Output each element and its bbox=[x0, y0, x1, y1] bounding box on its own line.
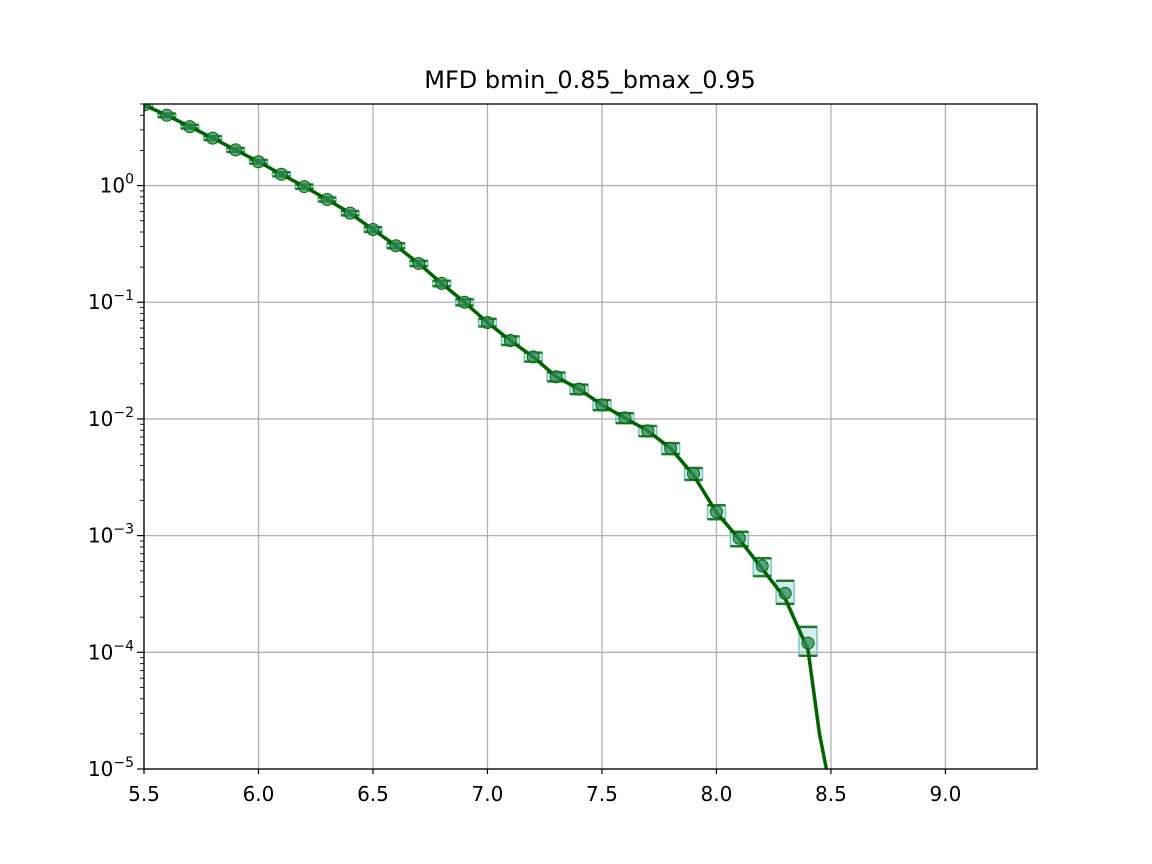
data-point bbox=[297, 180, 311, 194]
x-tick-label: 7.5 bbox=[586, 782, 618, 806]
data-point bbox=[641, 424, 655, 438]
data-point bbox=[480, 316, 494, 330]
y-tick-label: 10−1 bbox=[88, 288, 134, 314]
data-point bbox=[435, 276, 449, 290]
y-tick-label: 10−3 bbox=[88, 522, 134, 548]
y-tick-label: 10−4 bbox=[88, 638, 134, 664]
x-tick-label: 8.0 bbox=[701, 782, 733, 806]
data-point bbox=[320, 192, 334, 206]
x-tick-label: 6.0 bbox=[243, 782, 275, 806]
data-point bbox=[183, 120, 197, 134]
data-point bbox=[572, 382, 586, 396]
data-point bbox=[618, 411, 632, 425]
y-axis: 100 10−1 10−2 10−3 10−4 10−5 bbox=[88, 103, 144, 781]
plot-frame bbox=[143, 103, 1038, 770]
x-axis: 5.5 6.0 6.5 7.0 7.5 8.0 8.5 9.0 bbox=[128, 769, 961, 806]
y-tick-label: 100 bbox=[100, 172, 134, 198]
x-tick-label: 9.0 bbox=[930, 782, 962, 806]
data-point bbox=[160, 108, 174, 122]
observed-points bbox=[144, 104, 815, 650]
data-point bbox=[343, 206, 357, 220]
y-tick-label: 10−2 bbox=[88, 405, 134, 431]
data-point bbox=[778, 586, 792, 600]
data-point bbox=[251, 155, 265, 169]
data-point bbox=[549, 370, 563, 384]
data-point bbox=[389, 239, 403, 253]
x-tick-label: 8.5 bbox=[815, 782, 847, 806]
x-tick-label: 6.5 bbox=[357, 782, 389, 806]
plot-area bbox=[144, 104, 1037, 769]
y-tick-label: 10−5 bbox=[88, 755, 134, 781]
data-point bbox=[687, 467, 701, 481]
data-point bbox=[144, 104, 151, 112]
data-point bbox=[412, 256, 426, 270]
data-point bbox=[229, 143, 243, 157]
x-tick-label: 5.5 bbox=[128, 782, 160, 806]
data-point bbox=[274, 167, 288, 181]
data-point bbox=[595, 398, 609, 412]
data-point bbox=[755, 559, 769, 573]
data-point bbox=[503, 334, 517, 348]
x-tick-label: 7.0 bbox=[472, 782, 504, 806]
data-point bbox=[801, 636, 815, 650]
data-point bbox=[206, 131, 220, 145]
data-point bbox=[458, 295, 472, 309]
data-point bbox=[664, 441, 678, 455]
data-point bbox=[709, 505, 723, 519]
data-point bbox=[526, 350, 540, 364]
data-point bbox=[732, 531, 746, 545]
chart-title: MFD bmin_0.85_bmax_0.95 bbox=[424, 66, 756, 94]
data-point bbox=[366, 223, 380, 237]
